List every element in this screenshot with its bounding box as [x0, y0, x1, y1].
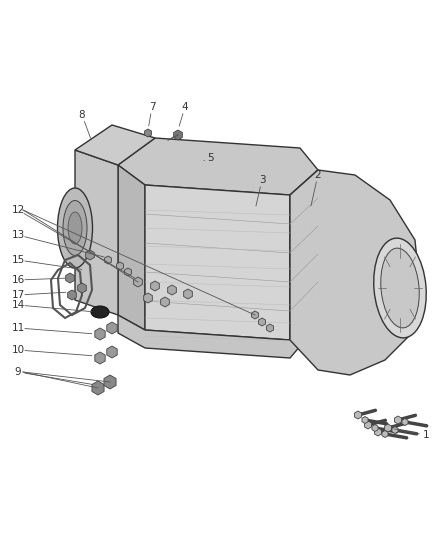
- Text: 10: 10: [11, 345, 25, 355]
- Text: 7: 7: [148, 102, 155, 112]
- Text: 13: 13: [11, 230, 25, 240]
- Polygon shape: [362, 416, 368, 424]
- Polygon shape: [118, 165, 145, 330]
- Polygon shape: [382, 431, 388, 438]
- Polygon shape: [78, 283, 86, 293]
- Text: 11: 11: [11, 323, 25, 333]
- Polygon shape: [118, 310, 318, 358]
- Text: 12: 12: [11, 205, 25, 215]
- Polygon shape: [267, 324, 273, 332]
- Polygon shape: [144, 293, 152, 303]
- Text: 5: 5: [208, 153, 214, 163]
- Polygon shape: [92, 381, 104, 395]
- Polygon shape: [290, 170, 420, 375]
- Text: 9: 9: [15, 367, 21, 377]
- Polygon shape: [95, 352, 105, 364]
- Ellipse shape: [57, 188, 92, 268]
- Polygon shape: [117, 262, 124, 270]
- Polygon shape: [67, 290, 76, 300]
- Text: 15: 15: [11, 255, 25, 265]
- Polygon shape: [145, 185, 290, 340]
- Text: 16: 16: [11, 275, 25, 285]
- Polygon shape: [151, 281, 159, 291]
- Text: 2: 2: [314, 170, 321, 180]
- Polygon shape: [118, 138, 318, 195]
- Polygon shape: [75, 150, 118, 315]
- Polygon shape: [75, 125, 155, 165]
- Polygon shape: [134, 277, 142, 287]
- Text: 3: 3: [259, 175, 265, 185]
- Polygon shape: [124, 268, 131, 276]
- Text: 17: 17: [11, 290, 25, 300]
- Text: 4: 4: [182, 102, 188, 112]
- Polygon shape: [395, 416, 402, 424]
- Polygon shape: [168, 285, 177, 295]
- Polygon shape: [95, 328, 105, 340]
- Polygon shape: [105, 256, 111, 264]
- Polygon shape: [354, 411, 361, 419]
- Ellipse shape: [91, 306, 109, 318]
- Ellipse shape: [374, 238, 426, 338]
- Ellipse shape: [68, 212, 82, 244]
- Polygon shape: [174, 130, 182, 140]
- Polygon shape: [251, 311, 258, 319]
- Text: 14: 14: [11, 300, 25, 310]
- Polygon shape: [161, 297, 170, 307]
- Ellipse shape: [381, 248, 419, 328]
- Polygon shape: [402, 418, 408, 425]
- Polygon shape: [372, 424, 378, 432]
- Text: 8: 8: [79, 110, 85, 120]
- Text: 1: 1: [423, 430, 429, 440]
- Polygon shape: [392, 426, 398, 433]
- Ellipse shape: [63, 200, 87, 255]
- Polygon shape: [258, 318, 265, 326]
- Polygon shape: [104, 375, 116, 389]
- Polygon shape: [290, 170, 318, 340]
- Polygon shape: [374, 428, 381, 436]
- Polygon shape: [385, 424, 392, 432]
- Polygon shape: [364, 421, 371, 429]
- Polygon shape: [184, 289, 192, 299]
- Polygon shape: [86, 250, 94, 260]
- Polygon shape: [66, 273, 74, 283]
- Polygon shape: [145, 129, 152, 137]
- Polygon shape: [107, 346, 117, 358]
- Polygon shape: [107, 322, 117, 334]
